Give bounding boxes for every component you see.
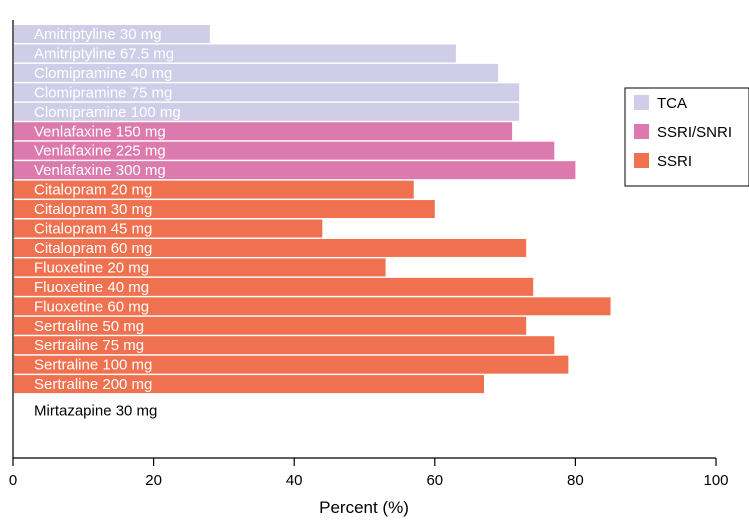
bar-label: Clomipramine 100 mg	[34, 104, 181, 121]
axes-group	[12, 20, 716, 459]
bar-labels-group: Amitriptyline 30 mg Amitriptyline 67.5 mg…	[34, 26, 181, 420]
bar-label: Citalopram 45 mg	[34, 221, 152, 238]
bar	[14, 238, 527, 257]
bar-label: Sertraline 200 mg	[34, 376, 152, 393]
bar	[14, 336, 555, 355]
bar-label: Citalopram 60 mg	[34, 240, 152, 257]
bar-label: Clomipramine 40 mg	[34, 65, 172, 82]
x-tick-label: 80	[567, 472, 584, 489]
bar-label: Fluoxetine 20 mg	[34, 259, 149, 276]
bar-label: Amitriptyline 30 mg	[34, 26, 162, 43]
bar	[14, 375, 485, 394]
bar-label: Citalopram 20 mg	[34, 182, 152, 199]
bar	[14, 161, 576, 180]
bar-label: Amitriptyline 67.5 mg	[34, 45, 174, 62]
bar-label: Sertraline 75 mg	[34, 337, 144, 354]
bar-label: Venlafaxine 300 mg	[34, 162, 166, 179]
bar-label: Venlafaxine 150 mg	[34, 123, 166, 140]
bar	[14, 63, 499, 82]
bar	[14, 219, 323, 238]
bar-label: Mirtazapine 30 mg	[34, 403, 157, 420]
bar	[14, 83, 520, 102]
legend-label: TCA	[657, 95, 687, 112]
bars-group	[14, 25, 611, 394]
bar-label: Venlafaxine 225 mg	[34, 143, 166, 160]
legend-swatch	[634, 95, 649, 110]
bar	[14, 44, 456, 63]
bar	[14, 122, 513, 141]
bar	[14, 258, 386, 277]
bar-label: Fluoxetine 60 mg	[34, 298, 149, 315]
bar	[14, 277, 534, 296]
legend: TCA SSRI/SNRI SSRI	[624, 87, 749, 187]
legend-label: SSRI/SNRI	[657, 124, 732, 141]
legend-swatch	[634, 153, 649, 168]
bar-label: Citalopram 30 mg	[34, 201, 152, 218]
x-tick-label: 40	[286, 472, 303, 489]
x-ticks-group: 0 20 40 60 80 100	[9, 458, 729, 489]
bar-label: Fluoxetine 40 mg	[34, 279, 149, 296]
bar-label: Sertraline 100 mg	[34, 357, 152, 374]
x-tick-label: 100	[703, 472, 728, 489]
legend-label: SSRI	[657, 153, 692, 170]
bar-label: Clomipramine 75 mg	[34, 84, 172, 101]
bar	[14, 200, 435, 219]
bar	[14, 25, 210, 43]
bar	[14, 297, 611, 316]
x-tick-label: 20	[145, 472, 162, 489]
x-axis-label: Percent (%)	[319, 498, 409, 517]
bar-label: Sertraline 50 mg	[34, 318, 144, 335]
x-tick-label: 0	[9, 472, 17, 489]
bar	[14, 141, 555, 160]
bar	[14, 316, 527, 335]
bar	[14, 180, 414, 199]
legend-swatch	[634, 124, 649, 139]
bar	[14, 102, 520, 121]
bar	[14, 355, 569, 374]
x-tick-label: 60	[426, 472, 443, 489]
